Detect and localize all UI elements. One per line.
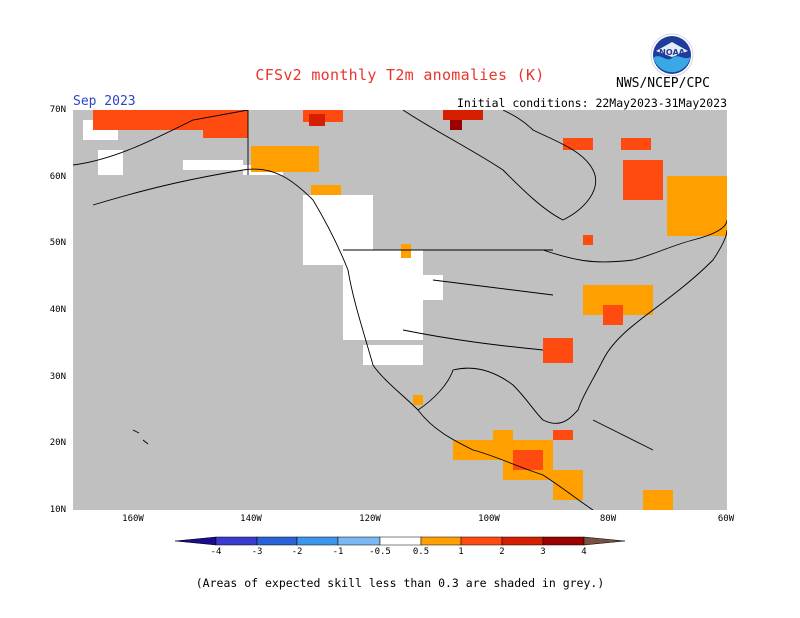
color-bar-segment (337, 536, 381, 546)
color-bar-arrow-left (174, 536, 217, 546)
legend-label-pos3: 3 (540, 547, 546, 557)
legend-label-neg2: -2 (291, 547, 303, 557)
lon-label-140w: 140W (240, 514, 262, 524)
agency-label: NWS/NCEP/CPC (616, 76, 710, 91)
lat-label-30n: 30N (49, 372, 66, 382)
lon-label-80w: 80W (599, 514, 617, 524)
color-bar-segment (460, 536, 503, 546)
color-bar-segment (420, 536, 462, 546)
legend-label-pos4: 4 (581, 547, 587, 557)
initial-conditions: Initial conditions: 22May2023-31May2023 (456, 96, 727, 110)
color-bar-segment (542, 536, 585, 546)
lon-label-100w: 100W (478, 514, 500, 524)
color-bar-segment (501, 536, 544, 546)
legend-label-pos2: 2 (499, 547, 505, 557)
lat-label-50n: 50N (49, 238, 66, 248)
legend-label-pos0-5: 0.5 (412, 547, 430, 557)
lat-label-40n: 40N (49, 305, 66, 315)
coastline-lines (73, 110, 727, 510)
color-bar-arrow-right (583, 536, 626, 546)
legend-label-neg3: -3 (251, 547, 263, 557)
lat-label-10n: 10N (49, 505, 66, 515)
footnote: (Areas of expected skill less than 0.3 a… (195, 576, 605, 590)
lat-label-70n: 70N (49, 105, 66, 115)
lat-label-60n: 60N (49, 172, 66, 182)
extreme-warm-anomaly-regions (450, 120, 462, 130)
noaa-logo-text: NOAA (659, 48, 685, 57)
lon-label-60w: 60W (717, 514, 735, 524)
legend-label-neg4: -4 (210, 547, 222, 557)
very-warm-anomaly-regions (309, 110, 483, 126)
color-bar-segment (296, 536, 339, 546)
strong-warm-anomaly-regions (93, 110, 663, 470)
color-bar-segment (215, 536, 258, 546)
lon-label-160w: 160W (122, 514, 144, 524)
noaa-logo-icon: NOAA (650, 33, 694, 77)
forecast-month: Sep 2023 (73, 94, 136, 109)
legend-label-pos1: 1 (458, 547, 464, 557)
anomaly-map (73, 110, 727, 510)
map-title: CFSv2 monthly T2m anomalies (K) (255, 66, 545, 84)
warm-anomaly-regions (251, 146, 727, 510)
color-bar-segment (256, 536, 298, 546)
color-bar-segment (379, 536, 422, 546)
lon-label-120w: 120W (359, 514, 381, 524)
legend-label-neg1: -1 (332, 547, 344, 557)
legend-label-neg0-5: -0.5 (369, 547, 391, 557)
lat-label-20n: 20N (49, 438, 66, 448)
